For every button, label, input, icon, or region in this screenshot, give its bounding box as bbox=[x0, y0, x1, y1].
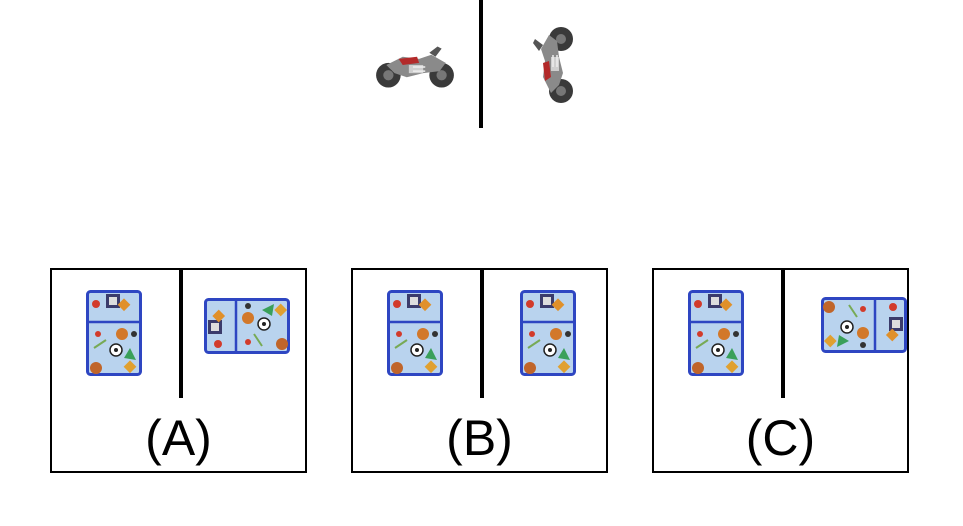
option-a[interactable]: (A) bbox=[50, 268, 307, 473]
motorcycle-icon bbox=[372, 40, 458, 92]
option-divider bbox=[781, 270, 785, 398]
option-divider bbox=[480, 270, 484, 398]
option-divider bbox=[179, 270, 183, 398]
motorcycle-rotated-icon bbox=[527, 23, 577, 107]
lunch-bag-icon bbox=[86, 290, 142, 376]
lunch-bag-rotated-left-icon bbox=[204, 298, 290, 354]
lunch-bag-icon bbox=[387, 290, 443, 376]
option-label: (C) bbox=[745, 410, 816, 466]
lunch-bag-icon bbox=[688, 290, 744, 376]
option-c[interactable]: (C) bbox=[652, 268, 909, 473]
option-label: (B) bbox=[446, 410, 513, 466]
option-label: (A) bbox=[145, 410, 212, 466]
example-divider bbox=[479, 0, 483, 128]
option-b[interactable]: (B) bbox=[351, 268, 608, 473]
lunch-bag-rotated-right-icon bbox=[821, 297, 907, 353]
lunch-bag-icon bbox=[520, 290, 576, 376]
